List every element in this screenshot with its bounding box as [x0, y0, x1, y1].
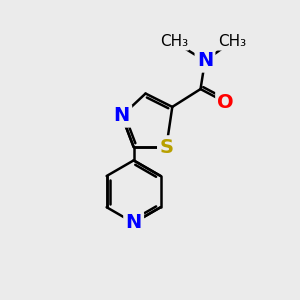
Text: S: S [159, 137, 173, 157]
Text: N: N [197, 51, 213, 70]
Text: N: N [114, 106, 130, 125]
Text: O: O [218, 93, 234, 112]
Text: N: N [125, 213, 142, 232]
Text: CH₃: CH₃ [160, 34, 188, 49]
Text: CH₃: CH₃ [218, 34, 246, 49]
